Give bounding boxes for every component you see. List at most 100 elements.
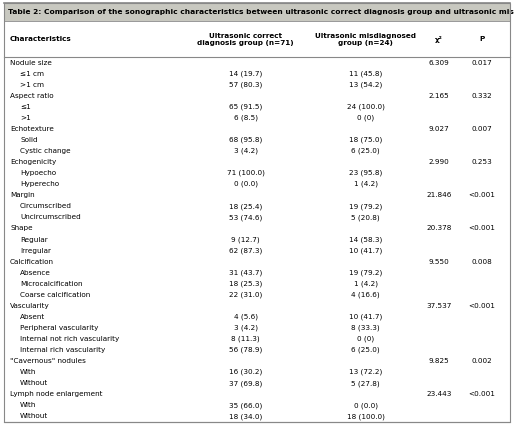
Text: Calcification: Calcification [10, 259, 54, 265]
Text: 19 (79.2): 19 (79.2) [349, 269, 382, 276]
Text: 9 (12.7): 9 (12.7) [231, 236, 260, 243]
Text: >1: >1 [20, 115, 31, 121]
Text: 37 (69.8): 37 (69.8) [229, 380, 262, 387]
Text: Circumscribed: Circumscribed [20, 203, 72, 210]
Text: 31 (43.7): 31 (43.7) [229, 269, 262, 276]
Text: >1 cm: >1 cm [20, 82, 44, 88]
Text: With: With [20, 402, 36, 408]
Text: 9.027: 9.027 [429, 126, 450, 132]
Text: 18 (75.0): 18 (75.0) [349, 137, 382, 143]
Text: 0.017: 0.017 [472, 60, 492, 65]
Text: <0.001: <0.001 [469, 225, 495, 232]
Text: 23 (95.8): 23 (95.8) [349, 170, 382, 176]
Text: With: With [20, 369, 36, 375]
Text: Absence: Absence [20, 270, 51, 276]
Text: Lymph node enlargement: Lymph node enlargement [10, 391, 103, 397]
Text: 24 (100.0): 24 (100.0) [347, 104, 384, 110]
Text: 8 (33.3): 8 (33.3) [352, 325, 380, 331]
Text: 9.825: 9.825 [429, 358, 450, 364]
Text: 9.550: 9.550 [429, 259, 450, 265]
Text: 23.443: 23.443 [427, 391, 452, 397]
Text: Solid: Solid [20, 137, 38, 143]
Text: 14 (19.7): 14 (19.7) [229, 71, 262, 77]
Text: 20.378: 20.378 [427, 225, 452, 232]
Text: Coarse calcification: Coarse calcification [20, 292, 90, 298]
Text: 57 (80.3): 57 (80.3) [229, 82, 262, 88]
Text: 0.007: 0.007 [472, 126, 492, 132]
Text: Irregular: Irregular [20, 247, 51, 254]
Text: 13 (54.2): 13 (54.2) [349, 82, 382, 88]
Text: 4 (16.6): 4 (16.6) [352, 292, 380, 298]
Text: Absent: Absent [20, 314, 45, 320]
Text: 2.165: 2.165 [429, 93, 450, 99]
Text: 53 (74.6): 53 (74.6) [229, 214, 262, 221]
Text: Without: Without [20, 380, 48, 386]
Text: Hypoecho: Hypoecho [20, 170, 56, 176]
Text: <0.001: <0.001 [469, 192, 495, 198]
Text: 0.253: 0.253 [472, 159, 492, 165]
Text: 11 (45.8): 11 (45.8) [349, 71, 382, 77]
Text: 35 (66.0): 35 (66.0) [229, 402, 262, 409]
Text: 37.537: 37.537 [427, 303, 452, 309]
Bar [4, 3, 510, 21]
Text: Echogenicity: Echogenicity [10, 159, 57, 165]
Text: 6 (8.5): 6 (8.5) [234, 115, 258, 121]
Text: Ultrasonic correct
diagnosis group (n=71): Ultrasonic correct diagnosis group (n=71… [197, 32, 294, 45]
Text: 10 (41.7): 10 (41.7) [349, 247, 382, 254]
Text: 0 (0): 0 (0) [357, 336, 374, 342]
Text: Cystic change: Cystic change [20, 148, 70, 154]
Text: 6.309: 6.309 [429, 60, 450, 65]
Text: Uncircumscribed: Uncircumscribed [20, 214, 81, 221]
Text: Hyperecho: Hyperecho [20, 181, 59, 187]
Text: 4 (5.6): 4 (5.6) [234, 314, 258, 320]
Text: Regular: Regular [20, 236, 48, 243]
Text: 68 (95.8): 68 (95.8) [229, 137, 262, 143]
Text: Microcalcification: Microcalcification [20, 281, 83, 287]
Text: 0.332: 0.332 [472, 93, 492, 99]
Bar [4, 57, 510, 422]
Text: 3 (4.2): 3 (4.2) [234, 148, 258, 154]
Text: 18 (25.4): 18 (25.4) [229, 203, 262, 210]
Text: 18 (100.0): 18 (100.0) [347, 413, 384, 420]
Text: Margin: Margin [10, 192, 34, 198]
Text: Internal not rich vascularity: Internal not rich vascularity [20, 336, 119, 342]
Text: 3 (4.2): 3 (4.2) [234, 325, 258, 331]
Text: 71 (100.0): 71 (100.0) [227, 170, 265, 176]
Text: 18 (34.0): 18 (34.0) [229, 413, 262, 420]
Text: 6 (25.0): 6 (25.0) [352, 148, 380, 154]
Text: 14 (58.3): 14 (58.3) [349, 236, 382, 243]
Text: <0.001: <0.001 [469, 303, 495, 309]
Text: Peripheral vascularity: Peripheral vascularity [20, 325, 98, 331]
Text: 8 (11.3): 8 (11.3) [231, 336, 260, 342]
Bar [4, 21, 510, 57]
Text: ≤1 cm: ≤1 cm [20, 71, 44, 76]
Text: 0 (0.0): 0 (0.0) [354, 402, 378, 409]
Text: 21.846: 21.846 [427, 192, 452, 198]
Text: 22 (31.0): 22 (31.0) [229, 292, 262, 298]
Text: Nodule size: Nodule size [10, 60, 52, 65]
Text: Characteristics: Characteristics [10, 36, 72, 42]
Text: 18 (25.3): 18 (25.3) [229, 280, 262, 287]
Text: 5 (27.8): 5 (27.8) [352, 380, 380, 387]
Text: 16 (30.2): 16 (30.2) [229, 369, 262, 375]
Text: 1 (4.2): 1 (4.2) [354, 181, 378, 187]
Text: ≤1: ≤1 [20, 104, 31, 110]
Text: P: P [480, 36, 485, 42]
Text: 10 (41.7): 10 (41.7) [349, 314, 382, 320]
Text: Shape: Shape [10, 225, 33, 232]
Text: <0.001: <0.001 [469, 391, 495, 397]
Text: Vascularity: Vascularity [10, 303, 50, 309]
Text: 56 (78.9): 56 (78.9) [229, 347, 262, 353]
Text: 13 (72.2): 13 (72.2) [349, 369, 382, 375]
Text: 0 (0): 0 (0) [357, 115, 374, 121]
Text: 19 (79.2): 19 (79.2) [349, 203, 382, 210]
Text: 0.008: 0.008 [472, 259, 492, 265]
Text: Internal rich vascularity: Internal rich vascularity [20, 347, 105, 353]
Text: χ²: χ² [435, 36, 443, 42]
Text: 62 (87.3): 62 (87.3) [229, 247, 262, 254]
Text: 6 (25.0): 6 (25.0) [352, 347, 380, 353]
Text: Table 2: Comparison of the sonographic characteristics between ultrasonic correc: Table 2: Comparison of the sonographic c… [8, 9, 514, 15]
Text: 5 (20.8): 5 (20.8) [352, 214, 380, 221]
Text: Echotexture: Echotexture [10, 126, 54, 132]
Text: Without: Without [20, 414, 48, 419]
